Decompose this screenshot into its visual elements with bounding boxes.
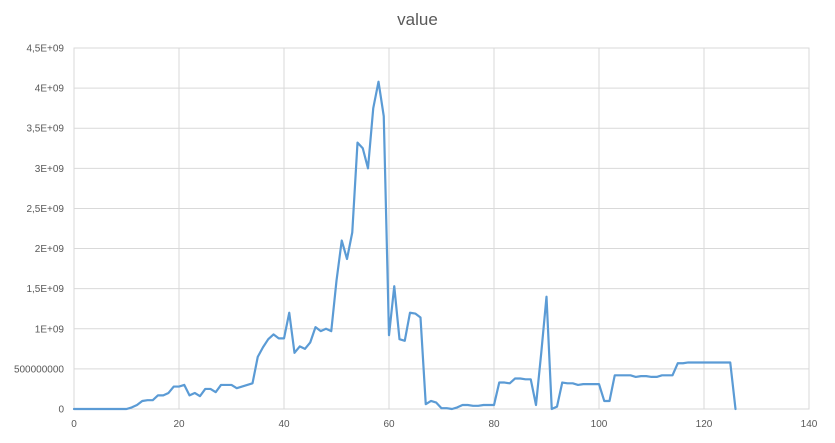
plot-area-border [73, 47, 810, 410]
y-tick-label: 3,5E+09 [26, 124, 64, 135]
x-tick-label: 80 [488, 419, 500, 430]
y-tick-label: 4,5E+09 [26, 44, 64, 55]
x-tick-label: 20 [173, 419, 185, 430]
y-tick-label: 1,5E+09 [26, 284, 64, 295]
series-layer [72, 80, 737, 411]
y-tick-label: 500000000 [14, 364, 64, 375]
series-line [72, 80, 737, 411]
x-tick-label: 120 [696, 419, 713, 430]
x-tick-label: 100 [591, 419, 608, 430]
x-tick-label: 60 [383, 419, 395, 430]
y-tick-label: 2,5E+09 [26, 204, 64, 215]
y-tick-label: 1E+09 [35, 324, 65, 335]
chart-title: value [397, 10, 438, 29]
y-tick-label: 0 [58, 405, 64, 416]
y-tick-label: 3E+09 [35, 164, 65, 175]
x-tick-label: 40 [278, 419, 290, 430]
grid-layer [73, 47, 810, 410]
y-tick-label: 4E+09 [35, 84, 65, 95]
y-tick-label: 2E+09 [35, 244, 65, 255]
x-tick-label: 140 [801, 419, 818, 430]
x-tick-label: 0 [71, 419, 77, 430]
axis-layer: 0 500000000 1E+09 1,5E+09 2E+09 2,5E+09 3E+09 3… [14, 44, 818, 431]
